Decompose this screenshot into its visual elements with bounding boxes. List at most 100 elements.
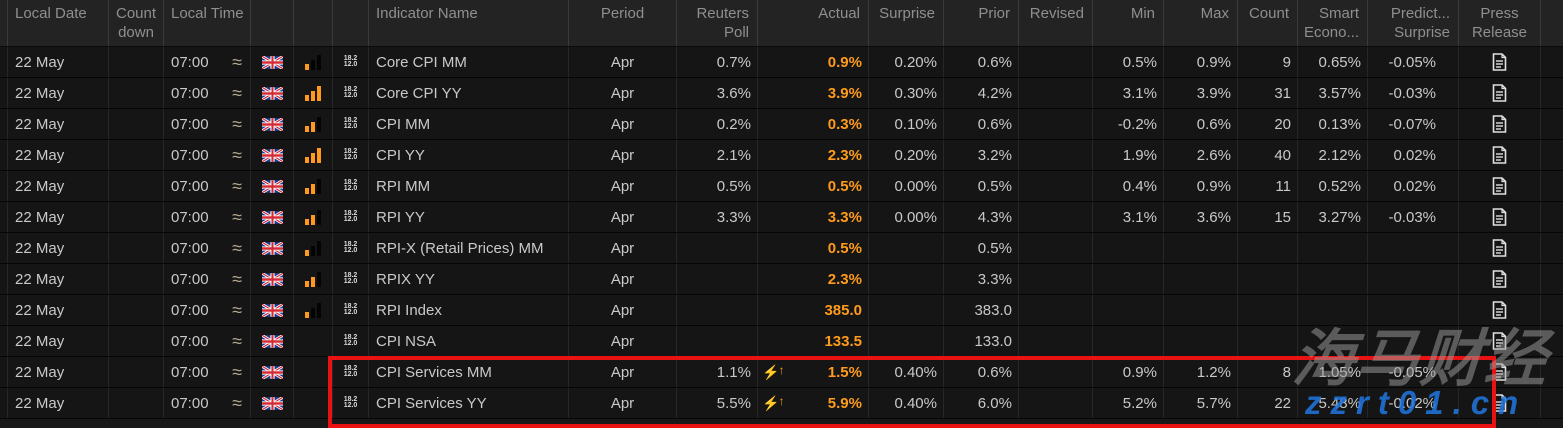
col-header-actual[interactable]: Actual [757, 0, 868, 46]
prior-cell: 4.3% [943, 202, 1018, 232]
table-row[interactable]: 22 May 07:00 ≈ 18.2 12.0 [0, 295, 1563, 326]
press-release-icon[interactable] [1492, 301, 1507, 319]
min-cell [1092, 264, 1163, 294]
prior-cell: 4.2% [943, 78, 1018, 108]
table-row[interactable]: 22 May 07:00 ≈ 18.2 12.0 [0, 47, 1563, 78]
indicator-name-cell[interactable]: RPI Index [368, 295, 568, 325]
col-header-countdown[interactable]: Count down [108, 0, 163, 46]
indicator-name-cell[interactable]: CPI Services YY [368, 388, 568, 418]
revised-cell [1018, 233, 1092, 263]
table-row[interactable]: 22 May 07:00 ≈ 18.2 12.0 [0, 357, 1563, 388]
prediction-surprise-cell [1367, 295, 1458, 325]
country-cell [250, 233, 293, 263]
relevance-bars-icon [305, 240, 321, 256]
reuters-poll-cell: 1.1% [676, 357, 757, 387]
col-header-indicator[interactable]: Indicator Name [368, 0, 568, 46]
numeric-release-icon: 18.2 12.0 [343, 303, 358, 316]
revised-cell [1018, 140, 1092, 170]
col-header-predict[interactable]: Predict... Surprise [1367, 0, 1458, 46]
indicator-name-cell[interactable]: RPI YY [368, 202, 568, 232]
count-cell: 8 [1237, 357, 1297, 387]
indicator-name-cell[interactable]: RPI MM [368, 171, 568, 201]
col-header-revised[interactable]: Revised [1018, 0, 1092, 46]
relevance-cell [293, 357, 332, 387]
press-release-icon[interactable] [1492, 239, 1507, 257]
actual-cell: ⚡↑ 2.3% [757, 264, 868, 294]
press-release-icon[interactable] [1492, 53, 1507, 71]
press-release-cell [1458, 202, 1540, 232]
period-cell: Apr [568, 357, 676, 387]
press-release-icon[interactable] [1492, 270, 1507, 288]
revised-cell [1018, 171, 1092, 201]
press-release-cell [1458, 388, 1540, 418]
countdown-cell [108, 47, 163, 77]
col-header-count[interactable]: Count [1237, 0, 1297, 46]
press-release-icon[interactable] [1492, 394, 1507, 412]
col-header-flag[interactable] [250, 0, 293, 46]
col-header-max[interactable]: Max [1163, 0, 1237, 46]
col-header-min[interactable]: Min [1092, 0, 1163, 46]
col-header-period[interactable]: Period [568, 0, 676, 46]
press-release-cell [1458, 171, 1540, 201]
actual-value: 0.3% [827, 115, 862, 133]
reuters-poll-cell [676, 264, 757, 294]
min-cell: 5.2% [1092, 388, 1163, 418]
alert-wave-icon: ≈ [232, 393, 242, 413]
table-row[interactable]: 22 May 07:00 ≈ 18.2 12.0 [0, 233, 1563, 264]
col-header-prior[interactable]: Prior [943, 0, 1018, 46]
prior-cell: 0.6% [943, 357, 1018, 387]
surprise-cell: 0.40% [868, 357, 943, 387]
local-date-cell: 22 May [7, 388, 108, 418]
smart-economist-cell [1297, 264, 1367, 294]
table-row[interactable]: 22 May 07:00 ≈ 18.2 12.0 [0, 109, 1563, 140]
flash-up-icon: ⚡ ↑ [762, 394, 785, 411]
col-header-release-type[interactable] [332, 0, 368, 46]
press-release-icon[interactable] [1492, 146, 1507, 164]
relevance-cell [293, 264, 332, 294]
indicator-name-cell[interactable]: CPI NSA [368, 326, 568, 356]
country-cell [250, 388, 293, 418]
col-header-surprise[interactable]: Surprise [868, 0, 943, 46]
indicator-name-cell[interactable]: CPI Services MM [368, 357, 568, 387]
indicator-name-cell[interactable]: RPIX YY [368, 264, 568, 294]
press-release-icon[interactable] [1492, 84, 1507, 102]
press-release-icon[interactable] [1492, 115, 1507, 133]
local-time-cell: 07:00 ≈ [163, 47, 250, 77]
indicator-name-cell[interactable]: RPI-X (Retail Prices) MM [368, 233, 568, 263]
table-row[interactable]: 22 May 07:00 ≈ 18.2 12.0 [0, 140, 1563, 171]
press-release-icon[interactable] [1492, 363, 1507, 381]
local-time-value: 07:00 [171, 394, 209, 412]
uk-flag-icon [261, 148, 283, 162]
col-header-poll[interactable]: Reuters Poll [676, 0, 757, 46]
min-cell: 0.4% [1092, 171, 1163, 201]
col-header-press[interactable]: Press Release [1458, 0, 1540, 46]
press-release-cell [1458, 264, 1540, 294]
table-row[interactable]: 22 May 07:00 ≈ 18.2 12.0 [0, 202, 1563, 233]
min-cell: 0.9% [1092, 357, 1163, 387]
local-time-cell: 07:00 ≈ [163, 78, 250, 108]
indicator-name-cell[interactable]: CPI MM [368, 109, 568, 139]
press-release-icon[interactable] [1492, 332, 1507, 350]
col-header-local-time[interactable]: Local Time [163, 0, 250, 46]
indicator-name-cell[interactable]: Core CPI MM [368, 47, 568, 77]
col-header-smart[interactable]: Smart Econo... [1297, 0, 1367, 46]
surprise-cell: 0.20% [868, 47, 943, 77]
actual-cell: ⚡↑ 2.3% [757, 140, 868, 170]
max-cell: 3.9% [1163, 78, 1237, 108]
col-header-local-date[interactable]: Local Date [7, 0, 108, 46]
table-row[interactable]: 22 May 07:00 ≈ 18.2 12.0 [0, 388, 1563, 419]
actual-value: 133.5 [824, 332, 862, 350]
table-row[interactable]: 22 May 07:00 ≈ 18.2 12.0 [0, 326, 1563, 357]
actual-cell: ⚡↑ 0.3% [757, 109, 868, 139]
table-row[interactable]: 22 May 07:00 ≈ 18.2 12.0 [0, 264, 1563, 295]
indicator-name-cell[interactable]: Core CPI YY [368, 78, 568, 108]
table-row[interactable]: 22 May 07:00 ≈ 18.2 12.0 [0, 171, 1563, 202]
indicator-name-cell[interactable]: CPI YY [368, 140, 568, 170]
col-header-relevance[interactable] [293, 0, 332, 46]
press-release-cell [1458, 295, 1540, 325]
press-release-icon[interactable] [1492, 177, 1507, 195]
row-gutter [0, 388, 7, 418]
table-row[interactable]: 22 May 07:00 ≈ 18.2 12.0 [0, 78, 1563, 109]
row-gutter [0, 171, 7, 201]
press-release-icon[interactable] [1492, 208, 1507, 226]
